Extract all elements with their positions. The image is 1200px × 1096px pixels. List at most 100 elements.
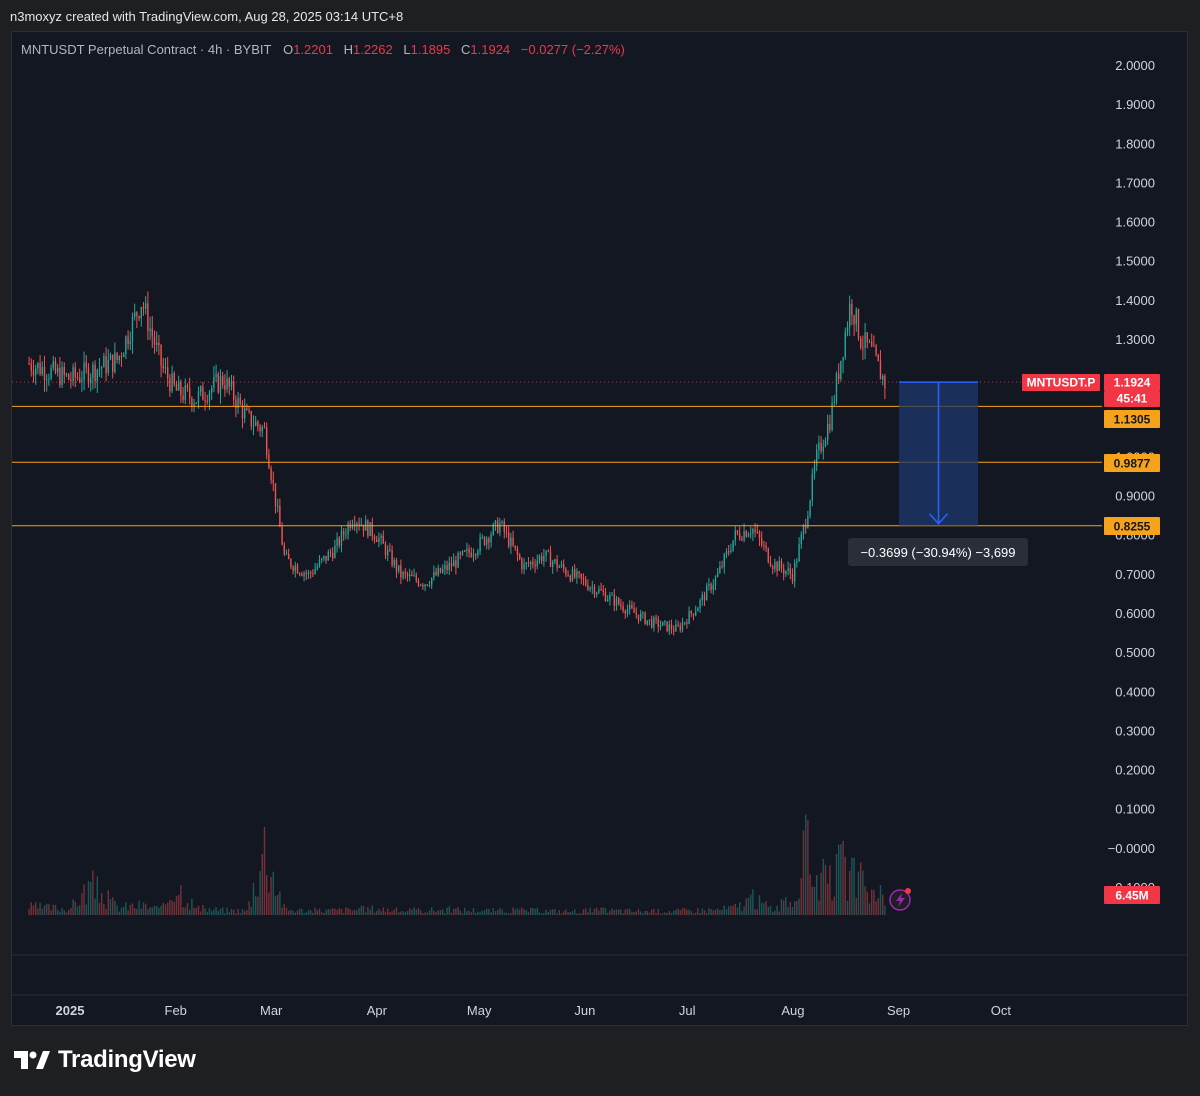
candle-body xyxy=(415,575,417,581)
candle-body xyxy=(595,592,598,595)
volume-bar xyxy=(697,908,699,915)
candle-body xyxy=(807,516,809,528)
volume-bar xyxy=(202,904,204,915)
volume-bar xyxy=(558,910,560,915)
candle-body xyxy=(578,571,580,574)
volume-bar xyxy=(448,906,450,915)
volume-bar xyxy=(556,913,558,915)
volume-bar xyxy=(551,909,554,915)
candle-body xyxy=(523,563,525,570)
candle-body xyxy=(100,367,103,369)
level-badge xyxy=(1104,410,1160,428)
volume-bar xyxy=(595,907,598,915)
candle-body xyxy=(107,359,109,373)
volume-bar xyxy=(144,903,147,915)
candle-body xyxy=(534,564,536,567)
volume-bar xyxy=(411,909,413,915)
candle-body xyxy=(285,553,288,555)
candle-body xyxy=(131,317,134,342)
candle-body xyxy=(527,562,530,565)
volume-bar xyxy=(226,907,228,915)
volume-bar xyxy=(331,908,334,915)
candle-body xyxy=(516,548,519,555)
volume-bar xyxy=(752,889,754,915)
volume-bar xyxy=(540,913,543,915)
candle-body xyxy=(615,598,618,606)
time-axis-tick: 2025 xyxy=(56,1003,85,1018)
candle-body xyxy=(637,614,640,621)
volume-bar xyxy=(338,908,340,915)
chart-pane[interactable] xyxy=(11,31,1188,1026)
volume-bar xyxy=(701,908,703,915)
volume-bar xyxy=(125,902,127,915)
candle-body xyxy=(424,584,426,587)
volume-bar xyxy=(133,908,136,915)
volume-bar xyxy=(389,912,391,915)
volume-bar xyxy=(884,905,886,915)
candle-body xyxy=(52,361,54,368)
candle-body xyxy=(446,565,448,570)
candle-body xyxy=(837,373,840,380)
candle-body xyxy=(584,579,587,586)
level-badge-text: 0.9877 xyxy=(1114,457,1151,471)
candle-body xyxy=(301,573,303,576)
volume-bar xyxy=(424,912,426,915)
candle-body xyxy=(719,566,721,573)
volume-bar xyxy=(386,908,389,915)
countdown-badge-text: 45:41 xyxy=(1117,392,1148,406)
candle-body xyxy=(725,551,728,555)
symbol-title[interactable]: MNTUSDT Perpetual Contract · 4h · BYBIT xyxy=(21,42,272,57)
candle-body xyxy=(268,454,270,469)
volume-bar xyxy=(844,856,846,915)
volume-bar xyxy=(580,913,582,915)
candle-body xyxy=(470,552,472,557)
candle-body xyxy=(811,474,813,501)
candle-body xyxy=(452,560,455,567)
volume-bar xyxy=(485,908,488,915)
volume-bar xyxy=(114,900,116,915)
volume-bar xyxy=(774,910,776,915)
candle-body xyxy=(851,303,853,316)
volume-bar xyxy=(375,910,378,915)
volume-bar xyxy=(466,911,468,915)
tradingview-logo[interactable]: TradingView xyxy=(14,1046,196,1074)
last-price-badge-text: 1.1924 xyxy=(1114,376,1151,390)
candle-body xyxy=(877,354,879,362)
volume-bar xyxy=(261,853,263,915)
price-axis-tick: 1.8000 xyxy=(1115,136,1155,151)
volume-bar xyxy=(107,890,109,915)
candle-body xyxy=(736,530,739,534)
candle-body xyxy=(505,532,508,534)
volume-bar xyxy=(791,907,794,915)
candle-body xyxy=(197,391,200,403)
volume-bar xyxy=(690,910,692,915)
candle-body xyxy=(114,352,116,372)
volume-bar xyxy=(571,911,574,915)
volume-bar xyxy=(672,910,675,915)
candle-body xyxy=(765,545,767,549)
volume-bar xyxy=(246,910,248,915)
volume-bar xyxy=(747,897,750,915)
candle-body xyxy=(800,534,802,545)
candle-body xyxy=(804,525,807,528)
candle-body xyxy=(122,354,125,358)
candle-body xyxy=(287,553,290,560)
volume-bar xyxy=(459,910,461,915)
volume-bar xyxy=(175,895,178,915)
volume-bar xyxy=(813,886,816,915)
candle-body xyxy=(822,446,824,452)
volume-bar xyxy=(758,895,761,915)
candle-body xyxy=(774,562,776,569)
candle-body xyxy=(191,398,193,407)
volume-bar xyxy=(430,907,433,915)
alert-icon[interactable] xyxy=(889,888,911,911)
candle-body xyxy=(419,584,422,586)
volume-bar xyxy=(507,913,510,915)
volume-bar xyxy=(380,911,382,915)
candle-body xyxy=(298,573,301,575)
candle-body xyxy=(756,531,758,533)
volume-bar xyxy=(743,906,745,915)
candle-body xyxy=(732,540,734,551)
time-axis-tick: Oct xyxy=(991,1003,1012,1018)
